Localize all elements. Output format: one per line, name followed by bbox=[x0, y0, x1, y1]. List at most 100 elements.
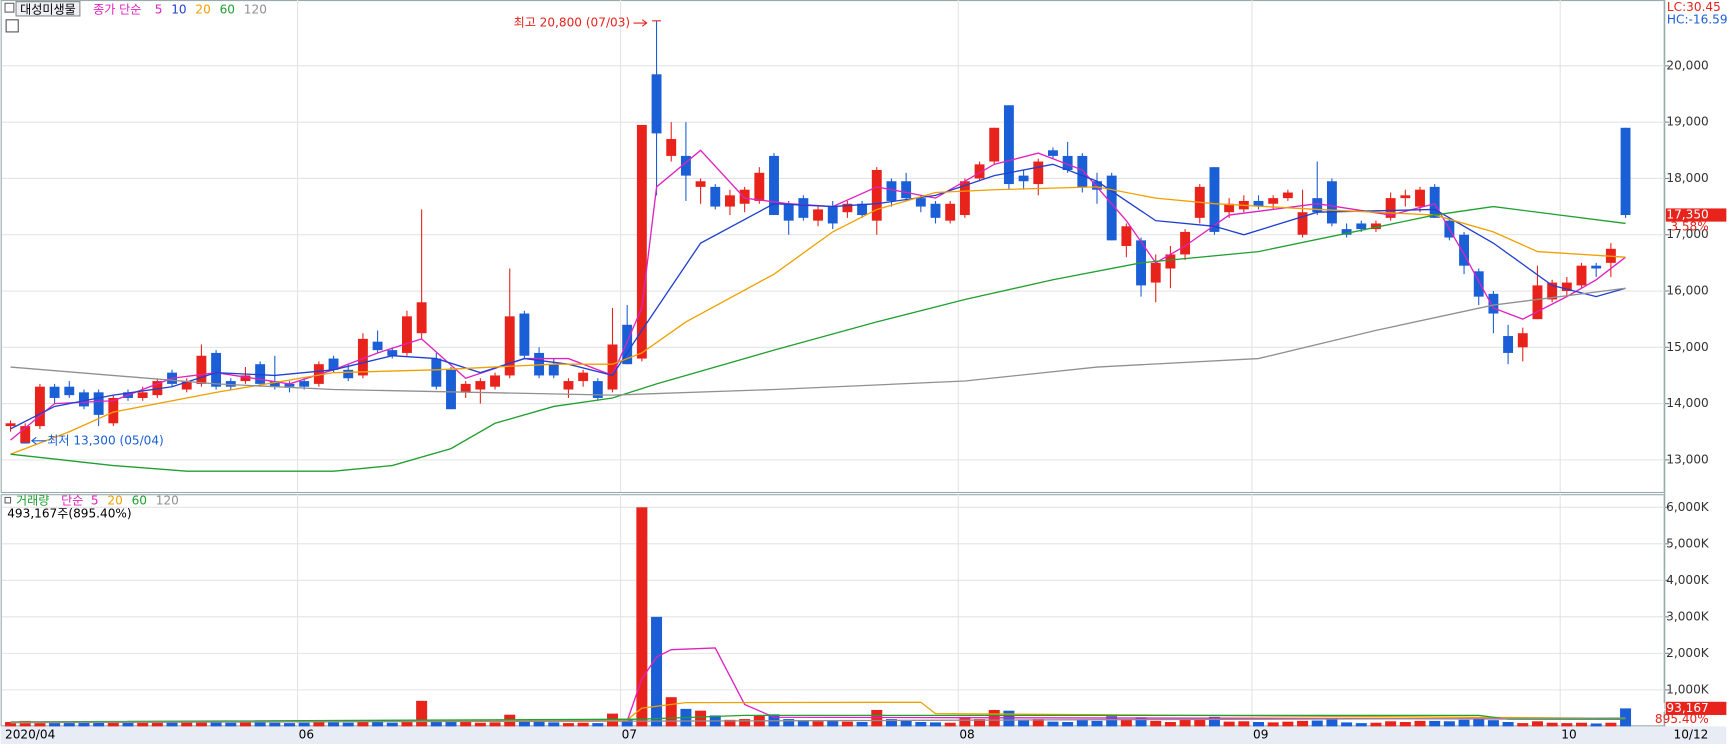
volume-bar bbox=[929, 722, 942, 727]
volume-bar bbox=[1267, 722, 1279, 727]
candle-body bbox=[563, 381, 574, 390]
settings-icon[interactable] bbox=[5, 19, 19, 33]
candle-body bbox=[372, 341, 383, 351]
volume-bar bbox=[841, 721, 853, 727]
volume-bar bbox=[195, 720, 207, 727]
volume-bar bbox=[1120, 719, 1132, 727]
volume-bar bbox=[1443, 721, 1455, 727]
volume-bar bbox=[1106, 716, 1118, 727]
volume-bar bbox=[474, 722, 486, 727]
x-tick-label: 07 bbox=[622, 728, 637, 742]
volume-bar bbox=[1091, 720, 1103, 727]
candle-body bbox=[534, 352, 545, 376]
volume-bar bbox=[1164, 722, 1176, 727]
candle-body bbox=[974, 164, 985, 179]
candle-body bbox=[1165, 254, 1176, 269]
volume-bar bbox=[1385, 721, 1397, 727]
candle-body bbox=[754, 172, 765, 201]
candle-body bbox=[475, 381, 486, 390]
hc-label: HC:-16.59 bbox=[1667, 12, 1727, 26]
volume-bar bbox=[651, 616, 663, 727]
candle-body bbox=[945, 203, 956, 221]
volume-bar bbox=[313, 721, 325, 727]
volume-bar bbox=[166, 721, 178, 727]
volume-bar bbox=[1620, 708, 1632, 727]
candle-body bbox=[842, 203, 853, 213]
volume-bar bbox=[636, 507, 648, 727]
x-tick-label: 10 bbox=[1561, 728, 1576, 742]
candle-body bbox=[813, 209, 823, 221]
volume-bar bbox=[1355, 723, 1367, 727]
candle-body bbox=[1297, 212, 1308, 235]
volume-bar bbox=[254, 722, 266, 727]
candle-body bbox=[284, 383, 295, 387]
candle-body bbox=[1415, 189, 1425, 207]
legend-entry: 20 bbox=[107, 493, 122, 507]
volume-bar bbox=[518, 719, 530, 727]
candle-body bbox=[1517, 333, 1528, 348]
volume-bar bbox=[151, 722, 163, 727]
candle-body bbox=[1209, 167, 1220, 232]
candle-body bbox=[49, 386, 60, 398]
volume-bar bbox=[812, 721, 824, 727]
volume-bar bbox=[430, 720, 442, 727]
candle-body bbox=[622, 324, 633, 365]
volume-bar bbox=[900, 720, 912, 727]
candle-body bbox=[181, 381, 192, 390]
grid bbox=[1, 0, 1670, 727]
candle-body bbox=[416, 302, 427, 334]
candle-body bbox=[64, 386, 75, 396]
high-annotation: 최고 20,800 (07/03) bbox=[514, 16, 631, 30]
volume-bar bbox=[416, 700, 428, 727]
legend-entry: 120 bbox=[156, 493, 179, 507]
moving-average-line bbox=[10, 647, 1626, 723]
stock-button[interactable] bbox=[15, 1, 81, 17]
y-tick-label: 2,000K bbox=[1666, 646, 1710, 660]
volume-bar bbox=[107, 721, 119, 727]
candle-body bbox=[343, 369, 354, 379]
candle-body bbox=[152, 381, 163, 396]
arrow bbox=[633, 19, 648, 27]
volume-bar bbox=[298, 722, 310, 727]
volume-bar bbox=[548, 722, 560, 727]
volume-current-label: 493,167 bbox=[1659, 701, 1709, 715]
volume-bar bbox=[328, 722, 340, 727]
candle-body bbox=[666, 139, 677, 156]
volume-bar bbox=[19, 720, 31, 727]
volume-bar bbox=[1546, 722, 1558, 727]
candle-body bbox=[1268, 198, 1279, 204]
change-label: 3.58% bbox=[1670, 220, 1708, 234]
candle-body bbox=[901, 181, 912, 199]
volume-bar bbox=[959, 716, 971, 727]
price-label: 17,350 bbox=[1666, 208, 1708, 222]
volume-bar bbox=[1414, 720, 1426, 727]
candle-body bbox=[431, 358, 442, 387]
labels: 대성미생물 종가 단순 LC:30.45 HC:-16.59 거래량 단순 49… bbox=[4, 0, 1727, 742]
candle-body bbox=[1077, 155, 1088, 187]
volume-bar bbox=[1576, 722, 1588, 727]
volume-bar bbox=[1047, 721, 1059, 727]
y-tick-label: 19,000 bbox=[1666, 115, 1708, 129]
stock-name[interactable]: 대성미생물 bbox=[20, 2, 76, 16]
volume-bar bbox=[460, 722, 472, 727]
volume-bar bbox=[5, 722, 17, 727]
volume-bar bbox=[827, 720, 839, 727]
volume-bar bbox=[239, 722, 251, 727]
y-tick-label: 5,000K bbox=[1666, 536, 1710, 550]
volume-bar bbox=[1194, 719, 1206, 727]
candle-body bbox=[255, 364, 266, 384]
volume-bar bbox=[489, 722, 501, 727]
moving-average-line bbox=[10, 205, 1626, 472]
volume-bar bbox=[562, 723, 574, 727]
volume-bar bbox=[1135, 717, 1147, 727]
volume-bar bbox=[915, 722, 927, 727]
candle-body bbox=[1341, 229, 1352, 235]
volume-bar bbox=[856, 722, 868, 727]
candle-body bbox=[1473, 271, 1484, 297]
volume-bar bbox=[665, 697, 677, 727]
volume-bar bbox=[181, 722, 193, 727]
candle-body bbox=[137, 392, 148, 398]
candle-body bbox=[357, 338, 368, 376]
volume-bar bbox=[1252, 722, 1265, 727]
